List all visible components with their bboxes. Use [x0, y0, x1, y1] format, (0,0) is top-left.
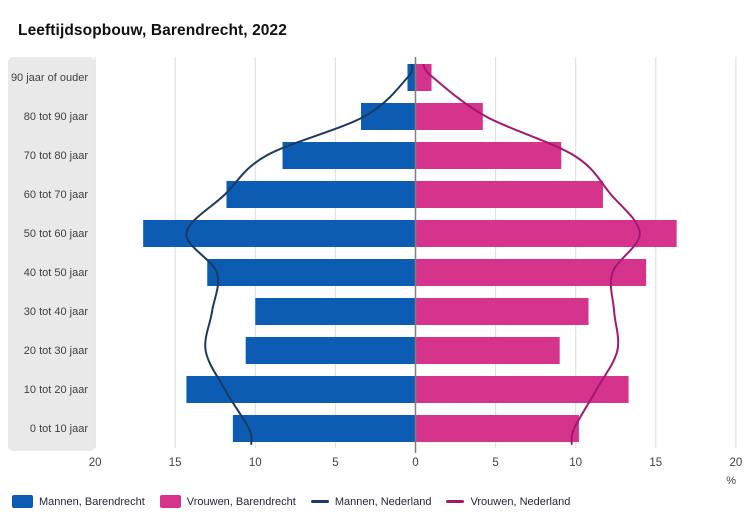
bar-mannen-barendrecht [232, 415, 416, 442]
mannen-barendrecht-swatch-icon [12, 495, 33, 508]
bar-mannen-barendrecht [407, 64, 416, 91]
bar-vrouwen-barendrecht [415, 142, 562, 169]
x-axis-tick-label: 5 [492, 457, 499, 469]
bar-vrouwen-barendrecht [415, 181, 603, 208]
bar-vrouwen-barendrecht [415, 103, 483, 130]
y-axis-label: 90 jaar of ouder [10, 71, 88, 84]
y-axis-label: 50 tot 60 jaar [23, 227, 88, 240]
line-vrouwen-nederland [422, 64, 641, 445]
x-axis-tick-label: 10 [569, 457, 583, 469]
x-axis-tick-label: 15 [649, 457, 663, 469]
bar-mannen-barendrecht [245, 337, 416, 364]
bar-mannen-barendrecht [143, 220, 416, 247]
legend: Mannen, Barendrecht Vrouwen, Barendrecht… [12, 495, 570, 508]
x-axis-tick-label: 5 [332, 457, 339, 469]
legend-item-mannen-barendrecht[interactable]: Mannen, Barendrecht [12, 495, 145, 508]
bar-mannen-barendrecht [226, 181, 416, 208]
bar-vrouwen-barendrecht [415, 64, 432, 91]
x-axis-tick-label: 20 [88, 457, 102, 469]
bar-mannen-barendrecht [186, 376, 416, 403]
bar-vrouwen-barendrecht [415, 259, 647, 286]
bar-vrouwen-barendrecht [415, 376, 629, 403]
vrouwen-nederland-line-icon [446, 500, 465, 503]
line-mannen-nederland [185, 64, 414, 445]
x-axis-unit-label: % [726, 475, 736, 487]
bar-vrouwen-barendrecht [415, 337, 560, 364]
bar-mannen-barendrecht [282, 142, 416, 169]
y-axis-label: 10 tot 20 jaar [23, 383, 88, 396]
y-axis-label: 80 tot 90 jaar [23, 110, 88, 123]
chart-title: Leeftijdsopbouw, Barendrecht, 2022 [18, 22, 287, 39]
bar-vrouwen-barendrecht [415, 298, 589, 325]
bar-mannen-barendrecht [361, 103, 416, 130]
bar-vrouwen-barendrecht [415, 220, 677, 247]
bar-vrouwen-barendrecht [415, 415, 579, 442]
bar-mannen-barendrecht [255, 298, 416, 325]
y-axis-label: 60 tot 70 jaar [23, 188, 88, 201]
y-axis-label: 30 tot 40 jaar [23, 305, 88, 318]
y-axis-label: 70 tot 80 jaar [23, 149, 88, 162]
x-axis-tick-label: 15 [168, 457, 182, 469]
x-axis-tick-label: 0 [412, 457, 419, 469]
bar-mannen-barendrecht [207, 259, 416, 286]
y-axis-label: 0 tot 10 jaar [29, 422, 88, 435]
mannen-nederland-line-icon [310, 500, 329, 503]
x-axis-tick-label: 10 [248, 457, 262, 469]
y-axis-label-band [8, 57, 95, 451]
x-axis-tick-label: 20 [729, 457, 743, 469]
legend-label-mannen-barendrecht: Mannen, Barendrecht [39, 495, 145, 508]
legend-label-vrouwen-nederland: Vrouwen, Nederland [470, 495, 571, 508]
legend-item-mannen-nederland[interactable]: Mannen, Nederland [310, 495, 432, 508]
legend-label-vrouwen-barendrecht: Vrouwen, Barendrecht [186, 495, 296, 508]
legend-label-mannen-nederland: Mannen, Nederland [334, 495, 432, 508]
vrouwen-barendrecht-swatch-icon [159, 495, 181, 508]
y-axis-label: 20 tot 30 jaar [23, 344, 88, 357]
legend-item-vrouwen-barendrecht[interactable]: Vrouwen, Barendrecht [159, 495, 296, 508]
legend-item-vrouwen-nederland[interactable]: Vrouwen, Nederland [446, 496, 570, 508]
y-axis-label: 40 tot 50 jaar [23, 266, 88, 279]
